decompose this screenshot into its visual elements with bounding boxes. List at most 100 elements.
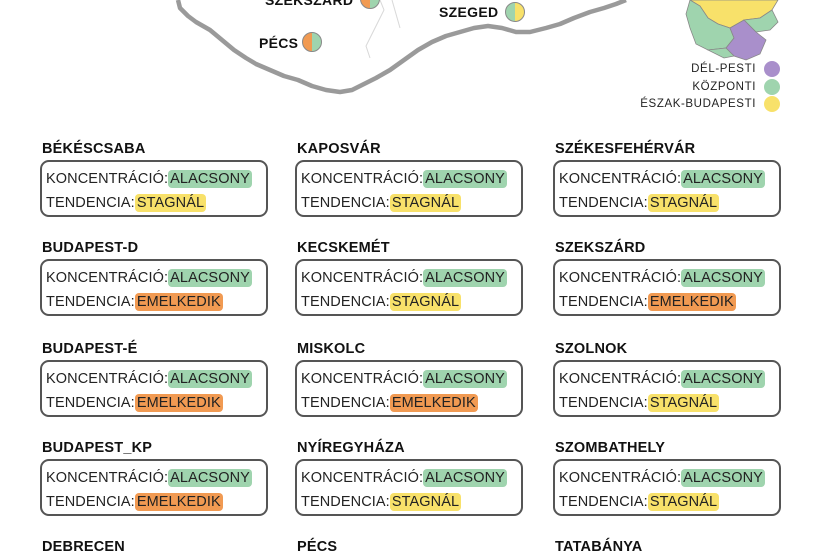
trend-row-value: EMELKEDIK bbox=[134, 394, 223, 412]
legend-label: DÉL-PESTI bbox=[691, 63, 756, 75]
county-border bbox=[391, 0, 401, 29]
trend-row: TENDENCIA: EMELKEDIK bbox=[46, 290, 266, 314]
trend-row: TENDENCIA: EMELKEDIK bbox=[46, 490, 266, 514]
station-status-box: KONCENTRÁCIÓ: ALACSONY TENDENCIA: STAGNÁL bbox=[295, 160, 523, 217]
station-status-box: KONCENTRÁCIÓ: ALACSONY TENDENCIA: EMELKEDIK bbox=[295, 360, 523, 417]
station-card: BÉKÉSCSABA KONCENTRÁCIÓ: ALACSONY TENDENCIA… bbox=[40, 141, 270, 217]
station-card: BUDAPEST_KP KONCENTRÁCIÓ: ALACSONY TENDENCI… bbox=[40, 440, 270, 516]
trend-row-value: STAGNÁL bbox=[647, 194, 720, 212]
concentration-row-value: ALACSONY bbox=[423, 269, 507, 287]
station-card: SZÉKESFEHÉRVÁR KONCENTRÁCIÓ: ALACSONY TENDE… bbox=[553, 141, 783, 217]
concentration-row-label: KONCENTRÁCIÓ: bbox=[559, 371, 682, 387]
trend-row: TENDENCIA: EMELKEDIK bbox=[301, 391, 521, 415]
concentration-row-value: ALACSONY bbox=[168, 370, 252, 388]
station-name: BUDAPEST_KP bbox=[42, 440, 153, 456]
station-name: PÉCS bbox=[297, 539, 338, 555]
country-border bbox=[175, 0, 627, 95]
station-status-box: KONCENTRÁCIÓ: ALACSONY TENDENCIA: STAGNÁL bbox=[40, 160, 268, 217]
legend-dot-icon bbox=[764, 61, 780, 77]
legend-item: ÉSZAK-BUDAPESTI bbox=[640, 96, 780, 112]
concentration-row: KONCENTRÁCIÓ: ALACSONY bbox=[301, 266, 521, 290]
station-card: SZEKSZÁRD KONCENTRÁCIÓ: ALACSONY TENDENCIA:… bbox=[553, 240, 783, 316]
trend-row-label: TENDENCIA: bbox=[559, 494, 648, 510]
station-status-box: KONCENTRÁCIÓ: ALACSONY TENDENCIA: STAGNÁL bbox=[553, 360, 781, 417]
station-name: DEBRECEN bbox=[42, 539, 125, 555]
trend-row-value: STAGNÁL bbox=[134, 194, 207, 212]
station-name: KECSKEMÉT bbox=[297, 240, 390, 256]
concentration-row-label: KONCENTRÁCIÓ: bbox=[301, 470, 424, 486]
station-name: SZOLNOK bbox=[555, 341, 628, 357]
concentration-row-label: KONCENTRÁCIÓ: bbox=[46, 270, 169, 286]
concentration-row-label: KONCENTRÁCIÓ: bbox=[46, 171, 169, 187]
trend-row-label: TENDENCIA: bbox=[301, 494, 390, 510]
trend-row: TENDENCIA: EMELKEDIK bbox=[559, 290, 779, 314]
concentration-row-value: ALACSONY bbox=[681, 269, 765, 287]
map-city-label: SZEGED bbox=[439, 4, 499, 20]
station-card: SZOMBATHELY KONCENTRÁCIÓ: ALACSONY TENDENCI… bbox=[553, 440, 783, 516]
station-name: KAPOSVÁR bbox=[297, 141, 381, 157]
concentration-row-value: ALACSONY bbox=[681, 370, 765, 388]
station-name: BÉKÉSCSABA bbox=[42, 141, 146, 157]
concentration-row: KONCENTRÁCIÓ: ALACSONY bbox=[301, 167, 521, 191]
concentration-row-label: KONCENTRÁCIÓ: bbox=[301, 171, 424, 187]
trend-row: TENDENCIA: STAGNÁL bbox=[559, 191, 779, 215]
city-status-pie-icon bbox=[302, 32, 322, 52]
station-name: BUDAPEST-É bbox=[42, 341, 138, 357]
concentration-row: KONCENTRÁCIÓ: ALACSONY bbox=[46, 266, 266, 290]
trend-row-label: TENDENCIA: bbox=[46, 294, 135, 310]
trend-row: TENDENCIA: STAGNÁL bbox=[559, 391, 779, 415]
concentration-row-value: ALACSONY bbox=[168, 170, 252, 188]
legend-item: KÖZPONTI bbox=[692, 79, 780, 95]
concentration-row: KONCENTRÁCIÓ: ALACSONY bbox=[559, 466, 779, 490]
station-card: PÉCS bbox=[295, 539, 525, 555]
legend-label: ÉSZAK-BUDAPESTI bbox=[640, 98, 756, 110]
station-status-box: KONCENTRÁCIÓ: ALACSONY TENDENCIA: EMELKEDIK bbox=[40, 259, 268, 316]
trend-row-value: STAGNÁL bbox=[389, 194, 462, 212]
trend-row-label: TENDENCIA: bbox=[559, 395, 648, 411]
trend-row-label: TENDENCIA: bbox=[301, 395, 390, 411]
station-name: BUDAPEST-D bbox=[42, 240, 139, 256]
legend-dot-icon bbox=[764, 79, 780, 95]
concentration-row-value: ALACSONY bbox=[681, 469, 765, 487]
station-card: BUDAPEST-É KONCENTRÁCIÓ: ALACSONY TENDENCIA… bbox=[40, 341, 270, 417]
station-status-box: KONCENTRÁCIÓ: ALACSONY TENDENCIA: EMELKEDIK bbox=[40, 360, 268, 417]
station-status-box: KONCENTRÁCIÓ: ALACSONY TENDENCIA: STAGNÁL bbox=[295, 259, 523, 316]
station-card: NYÍREGYHÁZA KONCENTRÁCIÓ: ALACSONY TENDENCI… bbox=[295, 440, 525, 516]
concentration-row-label: KONCENTRÁCIÓ: bbox=[559, 270, 682, 286]
station-name: TATABÁNYA bbox=[555, 539, 643, 555]
trend-row-value: EMELKEDIK bbox=[389, 394, 478, 412]
trend-row: TENDENCIA: STAGNÁL bbox=[301, 490, 521, 514]
trend-row: TENDENCIA: STAGNÁL bbox=[301, 290, 521, 314]
station-status-box: KONCENTRÁCIÓ: ALACSONY TENDENCIA: EMELKEDIK bbox=[553, 259, 781, 316]
trend-row-value: STAGNÁL bbox=[647, 493, 720, 511]
station-card: DEBRECEN bbox=[40, 539, 270, 555]
trend-row-label: TENDENCIA: bbox=[46, 195, 135, 211]
map-city-label: SZEKSZÁRD bbox=[265, 0, 354, 8]
station-card: KECSKEMÉT KONCENTRÁCIÓ: ALACSONY TENDENCIA:… bbox=[295, 240, 525, 316]
concentration-row-value: ALACSONY bbox=[423, 170, 507, 188]
concentration-row-label: KONCENTRÁCIÓ: bbox=[301, 371, 424, 387]
trend-row-value: EMELKEDIK bbox=[134, 493, 223, 511]
trend-row-label: TENDENCIA: bbox=[559, 294, 648, 310]
concentration-row-value: ALACSONY bbox=[681, 170, 765, 188]
concentration-row-value: ALACSONY bbox=[423, 370, 507, 388]
station-card: KAPOSVÁR KONCENTRÁCIÓ: ALACSONY TENDENCIA: S… bbox=[295, 141, 525, 217]
trend-row: TENDENCIA: STAGNÁL bbox=[559, 490, 779, 514]
legend-dot-icon bbox=[764, 96, 780, 112]
station-status-box: KONCENTRÁCIÓ: ALACSONY TENDENCIA: STAGNÁL bbox=[295, 459, 523, 516]
concentration-row: KONCENTRÁCIÓ: ALACSONY bbox=[46, 466, 266, 490]
trend-row-label: TENDENCIA: bbox=[559, 195, 648, 211]
station-name: NYÍREGYHÁZA bbox=[297, 440, 405, 456]
trend-row-value: EMELKEDIK bbox=[647, 293, 736, 311]
legend-item: DÉL-PESTI bbox=[691, 61, 780, 77]
concentration-row-label: KONCENTRÁCIÓ: bbox=[46, 470, 169, 486]
trend-row-value: STAGNÁL bbox=[647, 394, 720, 412]
station-card: TATABÁNYA bbox=[553, 539, 783, 555]
county-border bbox=[365, 0, 385, 59]
station-name: MISKOLC bbox=[297, 341, 366, 357]
concentration-row-label: KONCENTRÁCIÓ: bbox=[301, 270, 424, 286]
station-card: SZOLNOK KONCENTRÁCIÓ: ALACSONY TENDENCIA: ST… bbox=[553, 341, 783, 417]
concentration-row-value: ALACSONY bbox=[168, 269, 252, 287]
budapest-districts-map bbox=[685, 0, 779, 61]
legend-label: KÖZPONTI bbox=[692, 81, 756, 93]
